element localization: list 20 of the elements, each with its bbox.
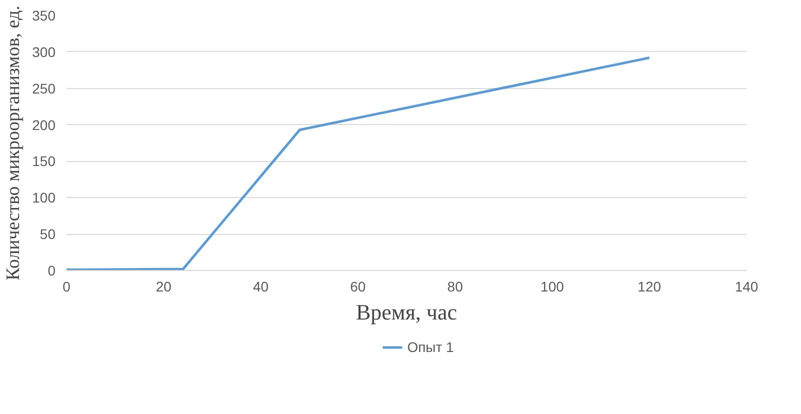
x-tick-label: 120: [638, 278, 662, 294]
x-tick-label: 20: [156, 278, 172, 294]
y-tick-label: 100: [32, 190, 56, 206]
x-tick-label: 40: [253, 278, 269, 294]
x-tick-label: 0: [62, 278, 71, 294]
x-tick-label: 140: [734, 278, 758, 294]
x-tick-label: 60: [350, 278, 366, 294]
x-tick-label: 100: [540, 278, 564, 294]
y-tick-label: 350: [32, 8, 56, 24]
y-tick-label: 300: [32, 44, 56, 60]
x-tick-label: 80: [447, 278, 464, 294]
x-axis-title: Время, час: [356, 300, 458, 324]
y-tick-label: 150: [32, 153, 56, 170]
y-tick-label: 50: [40, 226, 56, 242]
legend-label: Опыт 1: [407, 339, 454, 355]
y-tick-label: 200: [32, 116, 56, 133]
line-series: [66, 56, 651, 270]
y-tick-label: 250: [32, 80, 56, 96]
y-axis-title: Количество микроорганизмов, ед.: [3, 6, 24, 280]
y-tick-label: 0: [48, 262, 56, 278]
